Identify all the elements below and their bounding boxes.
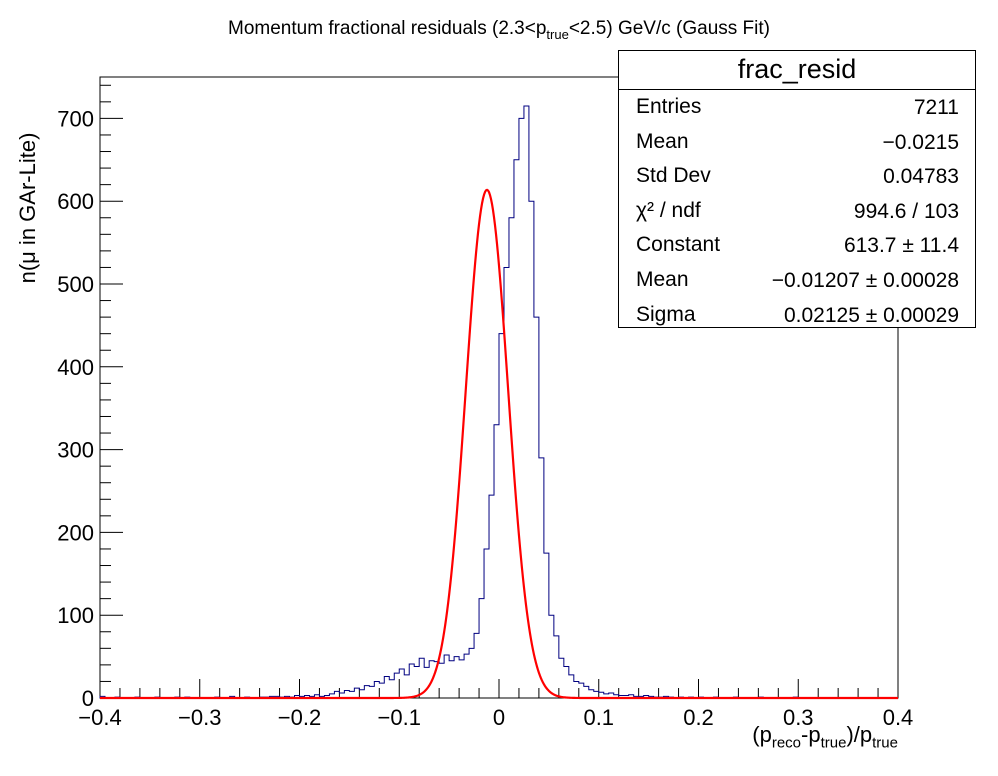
- y-tick-label: 100: [57, 603, 94, 628]
- stats-value: 0.04783: [883, 165, 959, 189]
- x-tick-label: 0.1: [583, 705, 614, 730]
- x-label-part: -p: [801, 722, 821, 747]
- stats-key: Std Dev: [636, 164, 711, 188]
- stats-key: Sigma: [636, 302, 696, 326]
- title-text-end: <2.5) GeV/c (Gauss Fit): [568, 18, 770, 39]
- y-tick-label: 300: [57, 438, 94, 463]
- stats-row: Entries 7211: [619, 90, 975, 125]
- stats-key: Entries: [636, 95, 702, 118]
- stats-value: −0.01207 ± 0.00028: [771, 268, 959, 292]
- y-tick-label: 0: [82, 686, 94, 711]
- title-subscript: true: [546, 26, 569, 42]
- stats-value: 7211: [913, 96, 959, 119]
- axis-ticks: [99, 84, 899, 699]
- stats-key: Constant: [636, 233, 721, 257]
- x-tick-label: 0.4: [883, 705, 914, 730]
- stats-value: −0.0215: [882, 130, 960, 154]
- y-tick-label: 500: [57, 272, 94, 297]
- y-tick-label: 400: [57, 355, 94, 380]
- x-tick-label: −0.2: [278, 705, 321, 730]
- x-tick-label: −0.1: [378, 705, 421, 730]
- stats-value: 0.02125 ± 0.00029: [783, 303, 959, 327]
- stats-row: Mean −0.0215: [619, 125, 975, 160]
- stats-key: Mean: [636, 267, 689, 291]
- x-tick-label: 0.2: [683, 705, 714, 730]
- x-label-part: )/p: [846, 722, 873, 747]
- x-tick-label: 0.3: [783, 705, 814, 730]
- x-label-part: (p: [752, 722, 772, 747]
- stats-box: frac_resid Entries 7211 Mean −0.0215 Std D…: [618, 50, 976, 328]
- stats-row: Mean −0.01207 ± 0.00028: [619, 263, 975, 298]
- stats-box-title: frac_resid: [619, 51, 975, 90]
- title-text: Momentum fractional residuals (2.3<p: [228, 18, 547, 39]
- y-tick-label: 700: [57, 106, 94, 131]
- stats-row: Sigma 0.02125 ± 0.00029: [619, 298, 975, 333]
- stats-row: Constant 613.7 ± 11.4: [619, 228, 975, 263]
- x-tick-label: 0: [493, 705, 505, 730]
- x-label-sub: reco: [771, 734, 802, 752]
- x-tick-label: −0.3: [178, 705, 221, 730]
- stats-key: Mean: [636, 129, 689, 153]
- y-tick-label: 200: [57, 520, 94, 545]
- x-tick-label: −0.4: [78, 705, 121, 730]
- y-tick-label: 600: [57, 189, 94, 214]
- stats-value: 994.6 / 103: [853, 199, 959, 223]
- stats-value: 613.7 ± 11.4: [843, 234, 959, 258]
- gauss-fit-curve: [100, 188, 898, 700]
- y-axis-label: n(μ in GAr-Lite): [15, 132, 40, 284]
- x-label-sub: true: [820, 734, 847, 752]
- stats-row: χ² / ndf 994.6 / 103: [619, 194, 975, 229]
- stats-row: Std Dev 0.04783: [619, 159, 975, 194]
- x-axis-label: (preco-ptrue)/ptrue: [752, 722, 898, 751]
- axis-tick-labels: −0.4 −0.3 −0.2 −0.1 0 0.1 0.2 0.3 0.4 0 100 200 300 4…: [57, 106, 913, 730]
- plot-title: Momentum fractional residuals (2.3<ptrue…: [0, 18, 998, 42]
- stats-key: χ² / ndf: [636, 198, 701, 222]
- x-label-sub: true: [872, 734, 898, 752]
